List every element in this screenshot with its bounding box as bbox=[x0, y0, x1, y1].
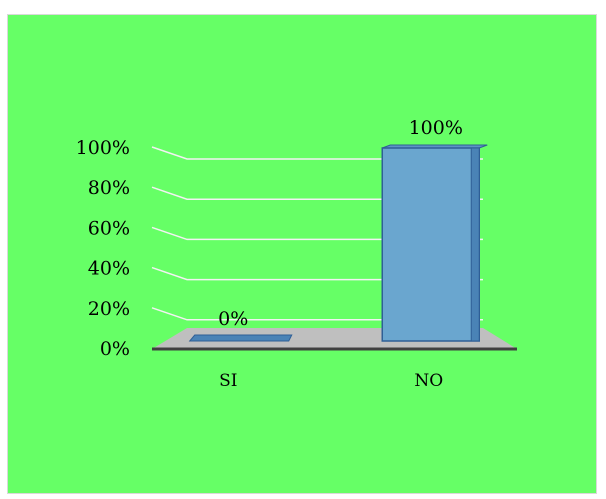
data-label: 0% bbox=[218, 308, 248, 330]
bar-front-face bbox=[381, 147, 480, 342]
data-label: 100% bbox=[409, 117, 463, 139]
y-tick-label: 60% bbox=[88, 217, 130, 239]
y-tick-label: 80% bbox=[88, 177, 130, 199]
bar-no bbox=[381, 144, 488, 342]
y-axis-ticks: 0% 20% 40% 60% 80% 100% bbox=[76, 137, 130, 360]
data-labels: 0% 100% bbox=[218, 117, 463, 330]
chart-area bbox=[7, 14, 597, 494]
bar-si bbox=[188, 334, 293, 342]
x-category-label: NO bbox=[414, 371, 443, 391]
y-tick-label: 20% bbox=[88, 298, 130, 320]
bar-side-face bbox=[470, 147, 480, 342]
bar-flat-face bbox=[188, 334, 293, 342]
x-category-label: SI bbox=[219, 371, 237, 391]
bars bbox=[188, 144, 488, 342]
y-tick-label: 40% bbox=[88, 258, 130, 280]
x-axis-categories: SI NO bbox=[219, 371, 443, 391]
y-tick-label: 0% bbox=[100, 338, 130, 360]
y-tick-label: 100% bbox=[76, 137, 130, 159]
